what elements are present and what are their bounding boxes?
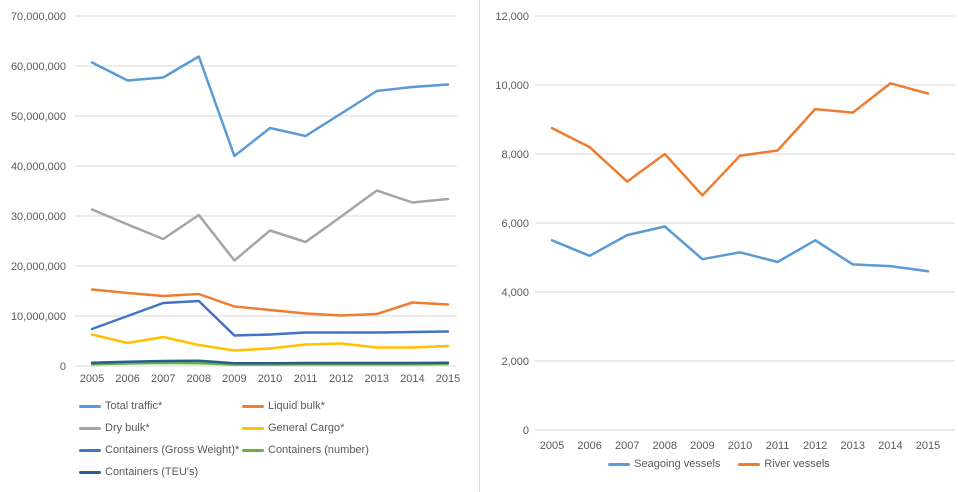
legend-item-containers-teu-s: Containers (TEU's): [79, 466, 242, 479]
x-axis-tick-label: 2008: [187, 373, 211, 385]
vessels-legend: Seagoing vessels River vessels: [480, 458, 958, 471]
y-axis-tick-label: 40,000,000: [11, 161, 66, 173]
series-line-containers-gross-weight: [90, 299, 450, 337]
legend-item-containers-gross-weight: Containers (Gross Weight)*: [79, 444, 242, 457]
legend-swatch-general-cargo: [242, 427, 264, 430]
y-axis-tick-label: 30,000,000: [11, 211, 66, 223]
x-axis-tick-label: 2012: [329, 373, 353, 385]
x-axis-tick-label: 2015: [436, 373, 460, 385]
cargo-traffic-plot: 0 10,000,000 20,000,000 30,000,000 40,000,00…: [11, 11, 460, 385]
y-axis-tick-label: 70,000,000: [11, 11, 66, 23]
legend-item-seagoing-vessels: Seagoing vessels: [608, 458, 720, 471]
y-axis-tick-label: 12,000: [495, 11, 529, 23]
x-axis-tick-label: 2013: [365, 373, 389, 385]
x-axis-tick-label: 2011: [766, 440, 790, 452]
legend-item-dry-bulk: Dry bulk*: [79, 422, 242, 435]
x-axis-tick-label: 2009: [690, 440, 714, 452]
y-axis-tick-label: 10,000,000: [11, 311, 66, 323]
series-line-river-vessels: [550, 82, 930, 197]
vessels-chart: 0 2,000 4,000 6,000 8,000 10,000 12,000 2005 200…: [479, 0, 958, 492]
y-axis-tick-label: 20,000,000: [11, 261, 66, 273]
legend-item-containers-number: Containers (number): [242, 444, 452, 457]
y-axis-tick-label: 0: [60, 361, 66, 373]
legend-swatch-containers-teu-s: [79, 471, 101, 474]
legend-label: Seagoing vessels: [634, 458, 721, 470]
legend-label: Containers (number): [268, 444, 369, 456]
cargo-traffic-chart: 0 10,000,000 20,000,000 30,000,000 40,000,00…: [11, 11, 479, 479]
legend-swatch-containers-number: [242, 449, 264, 452]
x-axis-tick-label: 2005: [540, 440, 564, 452]
y-axis-tick-label: 60,000,000: [11, 61, 66, 73]
legend-label: General Cargo*: [268, 422, 345, 434]
y-axis-tick-label: 2,000: [501, 356, 529, 368]
x-axis-tick-label: 2008: [653, 440, 677, 452]
x-axis-tick-label: 2011: [294, 373, 318, 385]
x-axis-tick-label: 2015: [916, 440, 940, 452]
x-axis-tick-label: 2014: [878, 440, 902, 452]
x-axis-tick-label: 2010: [258, 373, 282, 385]
x-axis-tick-label: 2007: [151, 373, 175, 385]
legend-item-river-vessels: River vessels: [738, 458, 830, 471]
y-axis-tick-label: 0: [523, 425, 529, 437]
y-axis-tick-label: 50,000,000: [11, 111, 66, 123]
legend-swatch-seagoing-vessels: [608, 463, 631, 466]
legend-swatch-river-vessels: [738, 463, 761, 466]
legend-swatch-total-traffic: [79, 405, 101, 408]
legend-label: Containers (TEU's): [105, 466, 199, 478]
y-axis-tick-label: 10,000: [495, 80, 529, 92]
y-axis-tick-label: 8,000: [501, 149, 529, 161]
x-axis-tick-label: 2005: [80, 373, 104, 385]
legend-swatch-liquid-bulk: [242, 405, 264, 408]
series-line-containers-teu-s: [90, 359, 450, 365]
legend-swatch-containers-gross-weight: [79, 449, 101, 452]
series-line-dry-bulk: [90, 189, 450, 262]
x-axis-tick-label: 2014: [400, 373, 424, 385]
legend-label: Dry bulk*: [105, 422, 150, 434]
y-axis-tick-label: 4,000: [501, 287, 529, 299]
cargo-traffic-legend: Total traffic* Liquid bulk* Dry bulk* Gener…: [79, 400, 479, 479]
legend-label: River vessels: [764, 458, 830, 470]
series-line-liquid-bulk: [90, 288, 450, 317]
y-axis-tick-label: 6,000: [501, 218, 529, 230]
x-axis-tick-label: 2009: [222, 373, 246, 385]
series-line-general-cargo: [90, 333, 450, 352]
legend-item-liquid-bulk: Liquid bulk*: [242, 400, 452, 413]
legend-label: Total traffic*: [105, 400, 163, 412]
legend-item-general-cargo: General Cargo*: [242, 422, 452, 435]
x-axis-tick-label: 2006: [115, 373, 139, 385]
legend-swatch-dry-bulk: [79, 427, 101, 430]
legend-item-total-traffic: Total traffic*: [79, 400, 242, 413]
series-line-total-traffic: [90, 55, 450, 158]
x-axis-tick-label: 2012: [803, 440, 827, 452]
x-axis-tick-label: 2013: [841, 440, 865, 452]
vessels-plot: 0 2,000 4,000 6,000 8,000 10,000 12,000 2005 200…: [495, 11, 955, 452]
x-axis-tick-label: 2006: [577, 440, 601, 452]
x-axis-tick-label: 2007: [615, 440, 639, 452]
x-axis-tick-label: 2010: [728, 440, 752, 452]
legend-label: Liquid bulk*: [268, 400, 325, 412]
series-line-seagoing-vessels: [550, 225, 930, 273]
legend-label: Containers (Gross Weight)*: [105, 444, 240, 456]
